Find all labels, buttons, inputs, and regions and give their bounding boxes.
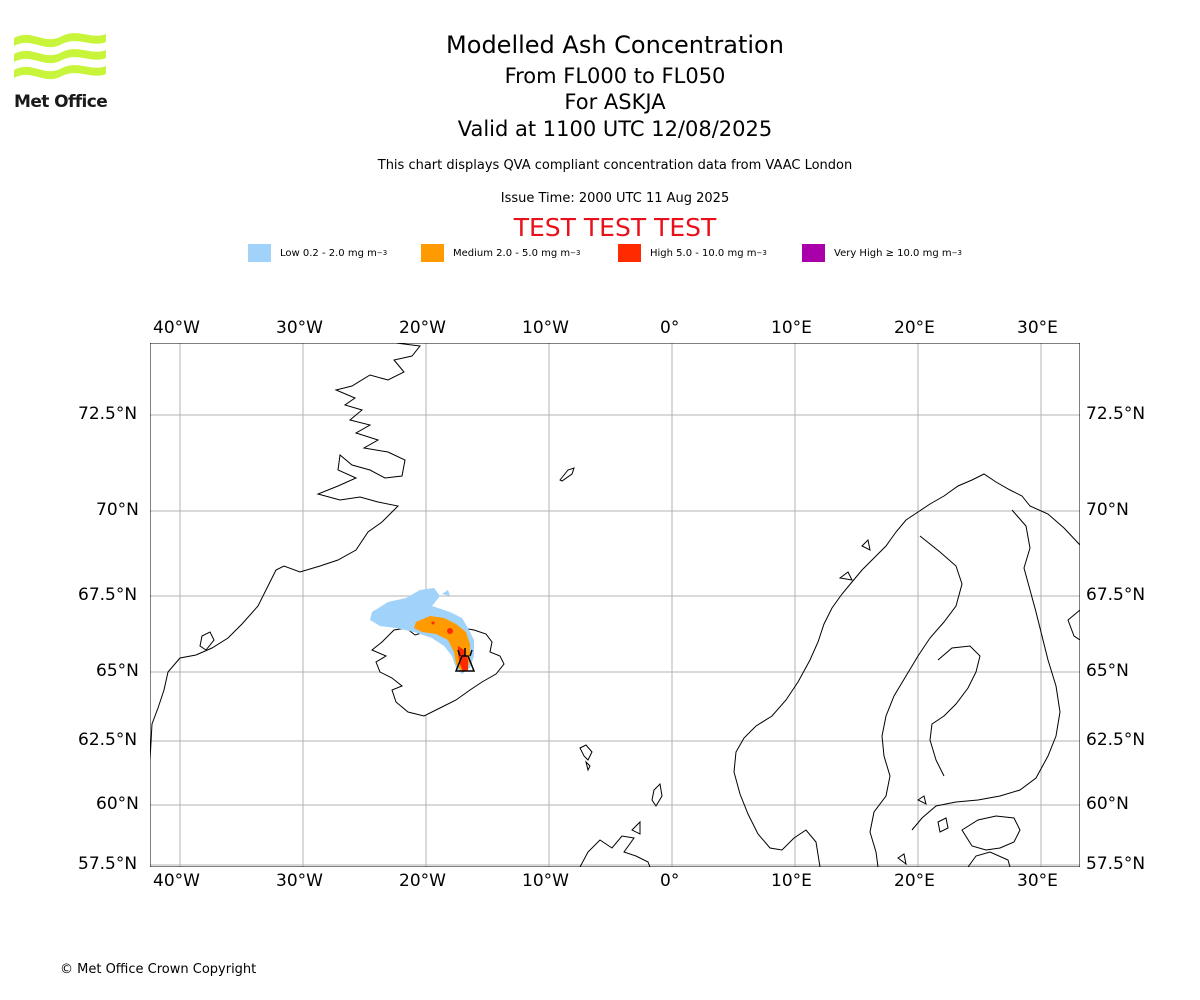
lat-tick-right: 72.5°N bbox=[1086, 404, 1146, 424]
legend-swatch-medium bbox=[421, 244, 444, 262]
test-banner: TEST TEST TEST bbox=[513, 213, 717, 242]
lon-tick-top: 0° bbox=[660, 318, 680, 338]
ash-high-area bbox=[458, 646, 468, 672]
legend-label-medium: Medium 2.0 - 5.0 mg m bbox=[453, 247, 571, 259]
lon-tick-bottom: 30°E bbox=[1017, 871, 1058, 891]
legend-item-high: High 5.0 - 10.0 mg m −3 bbox=[618, 244, 767, 262]
lon-tick-bottom: 40°W bbox=[153, 871, 200, 891]
lat-tick-right: 70°N bbox=[1086, 500, 1129, 520]
copyright-notice: © Met Office Crown Copyright bbox=[60, 962, 257, 977]
legend-label-very-high: Very High ≥ 10.0 mg m bbox=[834, 247, 952, 259]
scandinavia-coast bbox=[733, 473, 1080, 867]
lon-tick-bottom: 10°E bbox=[771, 871, 812, 891]
lat-tick-right: 62.5°N bbox=[1086, 730, 1146, 750]
chart-title: Modelled Ash Concentration bbox=[446, 31, 784, 59]
lon-tick-top: 20°E bbox=[894, 318, 935, 338]
lon-tick-top: 40°W bbox=[153, 318, 200, 338]
lat-tick-right: 60°N bbox=[1086, 794, 1129, 814]
lat-tick-right: 67.5°N bbox=[1086, 585, 1146, 605]
lon-tick-top: 10°W bbox=[522, 318, 569, 338]
lat-tick-right: 65°N bbox=[1086, 661, 1129, 681]
lat-tick-left: 60°N bbox=[96, 794, 139, 814]
lat-tick-left: 72.5°N bbox=[78, 404, 138, 424]
lon-tick-top: 10°E bbox=[771, 318, 812, 338]
volcano-name: For ASKJA bbox=[564, 90, 666, 114]
lon-tick-bottom: 20°W bbox=[399, 871, 446, 891]
lat-tick-left: 70°N bbox=[96, 500, 139, 520]
chart-description: This chart displays QVA compliant concen… bbox=[377, 158, 853, 173]
lat-tick-left: 65°N bbox=[96, 661, 139, 681]
legend-item-medium: Medium 2.0 - 5.0 mg m −3 bbox=[421, 244, 580, 262]
legend-swatch-very-high bbox=[802, 244, 825, 262]
greenland-coast bbox=[150, 343, 421, 761]
lat-tick-left: 67.5°N bbox=[78, 585, 138, 605]
lon-tick-bottom: 20°E bbox=[894, 871, 935, 891]
lon-tick-bottom: 10°W bbox=[522, 871, 569, 891]
lon-tick-top: 30°W bbox=[276, 318, 323, 338]
issue-time: Issue Time: 2000 UTC 11 Aug 2025 bbox=[500, 191, 730, 206]
lon-tick-bottom: 30°W bbox=[276, 871, 323, 891]
lon-tick-bottom: 0° bbox=[660, 871, 680, 891]
flight-level-range: From FL000 to FL050 bbox=[504, 64, 726, 88]
logo-text: Met Office bbox=[14, 92, 108, 112]
lat-tick-left: 57.5°N bbox=[78, 854, 138, 874]
graticule bbox=[150, 343, 1080, 867]
legend-item-low: Low 0.2 - 2.0 mg m −3 bbox=[248, 244, 387, 262]
lon-tick-top: 30°E bbox=[1017, 318, 1058, 338]
lat-tick-right: 57.5°N bbox=[1086, 854, 1146, 874]
lat-tick-left: 62.5°N bbox=[78, 730, 138, 750]
volcano-marker bbox=[454, 648, 476, 672]
legend-swatch-low bbox=[248, 244, 271, 262]
ash-concentration-map bbox=[150, 343, 1080, 867]
ash-medium-area bbox=[414, 616, 470, 672]
legend-label-high: High 5.0 - 10.0 mg m bbox=[650, 247, 757, 259]
legend-swatch-high bbox=[618, 244, 641, 262]
legend-label-low: Low 0.2 - 2.0 mg m bbox=[280, 247, 377, 259]
valid-time: Valid at 1100 UTC 12/08/2025 bbox=[457, 117, 773, 141]
legend-item-very-high: Very High ≥ 10.0 mg m −3 bbox=[802, 244, 962, 262]
met-office-logo bbox=[14, 33, 106, 80]
lon-tick-top: 20°W bbox=[399, 318, 446, 338]
